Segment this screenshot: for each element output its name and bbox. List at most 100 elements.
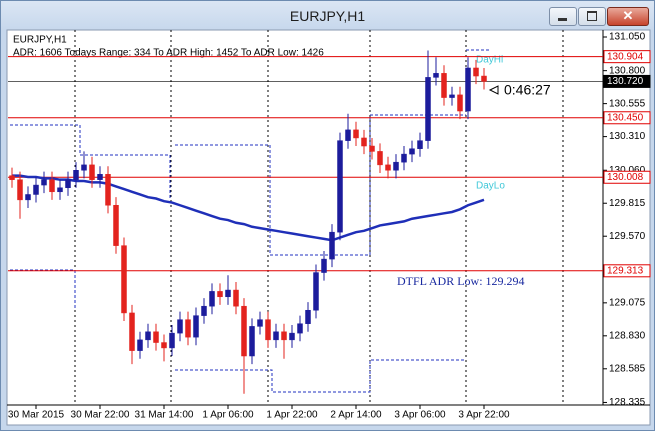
level-label: 130.904 — [607, 51, 644, 62]
candle-body — [425, 77, 431, 141]
range-box — [175, 114, 466, 256]
restore-button[interactable] — [578, 7, 606, 26]
candle-body — [321, 258, 327, 273]
candle-body — [465, 67, 471, 112]
x-tick-label: 2 Apr 14:00 — [330, 410, 382, 421]
x-tick-label: 3 Apr 22:00 — [458, 410, 510, 421]
candle-body — [225, 289, 231, 298]
range-box — [10, 124, 171, 200]
range-box — [10, 269, 76, 310]
candle-body — [441, 73, 447, 98]
candle-body — [105, 174, 111, 206]
range-box — [175, 359, 466, 393]
candle-body — [9, 175, 15, 180]
level-label-box — [603, 74, 651, 88]
candle-body — [25, 194, 31, 201]
candle-body — [33, 184, 39, 195]
level-label: 130.720 — [607, 76, 644, 87]
candle-body — [169, 332, 175, 349]
candle-body — [249, 326, 255, 357]
candle-body — [233, 289, 239, 307]
candle-body — [393, 161, 399, 171]
candle-body — [137, 339, 143, 351]
level-label: 129.313 — [607, 265, 644, 276]
candle-body — [457, 94, 463, 112]
range-boxes — [10, 49, 490, 393]
candle-body — [201, 305, 207, 316]
candle-body — [121, 245, 127, 314]
candle-body — [89, 164, 95, 180]
x-tick-label: 30 Mar 2015 — [8, 410, 65, 421]
title-bar: EURJPY,H1 ✕ — [1, 1, 654, 31]
candle-body — [345, 129, 351, 141]
candle-body — [281, 331, 287, 341]
candle-body — [17, 179, 23, 201]
candle-body — [449, 94, 455, 98]
candle-body — [265, 319, 271, 341]
y-tick-label: 130.555 — [609, 98, 646, 109]
candle-body — [313, 272, 319, 311]
candle-body — [65, 179, 71, 189]
candle-body — [353, 129, 359, 139]
y-tick-label: 130.800 — [609, 65, 646, 76]
candle-body — [145, 331, 151, 341]
close-button[interactable]: ✕ — [607, 7, 649, 26]
candle-body — [81, 164, 87, 171]
x-tick-label: 30 Mar 22:00 — [71, 410, 130, 421]
candle-body — [177, 319, 183, 334]
symbol-label: EURJPY,H1 — [13, 35, 67, 46]
y-tick-label: 128.335 — [609, 397, 646, 408]
candle-body — [209, 291, 215, 307]
candle-body — [409, 148, 415, 155]
minimize-button[interactable] — [549, 7, 577, 26]
candle-body — [217, 291, 223, 298]
day-low-label: DayLo — [476, 181, 505, 192]
level-label-box — [603, 170, 651, 184]
candle-body — [473, 67, 479, 77]
adr-low-label: DTFL ADR Low: 129.294 — [397, 274, 525, 288]
candle-body — [241, 305, 247, 357]
candle-body — [481, 75, 487, 82]
y-tick-label: 129.815 — [609, 198, 646, 209]
candle-body — [273, 331, 279, 341]
level-label-box — [603, 111, 651, 125]
x-tick-label: 1 Apr 06:00 — [202, 410, 254, 421]
bar-timer: 0:46:27 — [504, 82, 551, 98]
candle-body — [401, 153, 407, 163]
y-tick-label: 129.075 — [609, 297, 646, 308]
y-tick-label: 128.585 — [609, 363, 646, 374]
level-label-box — [603, 50, 651, 64]
level-label: 130.008 — [607, 172, 644, 183]
candle-body — [49, 179, 55, 193]
candle-body — [41, 179, 47, 186]
chart-background — [6, 29, 651, 426]
moving-average — [12, 174, 485, 242]
candle-body — [257, 319, 263, 327]
y-tick-label: 131.050 — [609, 32, 646, 43]
candle-body — [57, 187, 63, 193]
candle-body — [297, 323, 303, 334]
y-tick-label: 130.310 — [609, 131, 646, 142]
y-tick-label: 129.570 — [609, 231, 646, 242]
candle-body — [305, 309, 311, 324]
x-tick-label: 31 Mar 14:00 — [135, 410, 194, 421]
candle-body — [361, 137, 367, 147]
candle-body — [289, 332, 295, 341]
x-tick-label: 1 Apr 22:00 — [266, 410, 318, 421]
candle-body — [433, 73, 439, 78]
candle-body — [329, 231, 335, 260]
candle-body — [193, 315, 199, 338]
y-tick-label: 130.060 — [609, 165, 646, 176]
candle-body — [153, 331, 159, 343]
x-tick-label: 3 Apr 06:00 — [394, 410, 446, 421]
candle-body — [161, 342, 167, 349]
adr-info: ADR: 1606 Todays Range: 334 To ADR High:… — [13, 48, 324, 59]
candle-body — [73, 170, 79, 180]
candle-body — [97, 174, 103, 180]
timer-arrow — [488, 85, 499, 95]
candle-body — [185, 319, 191, 338]
day-high-label: DayHi — [476, 55, 503, 66]
candle-body — [337, 140, 343, 233]
candle-body — [129, 312, 135, 351]
